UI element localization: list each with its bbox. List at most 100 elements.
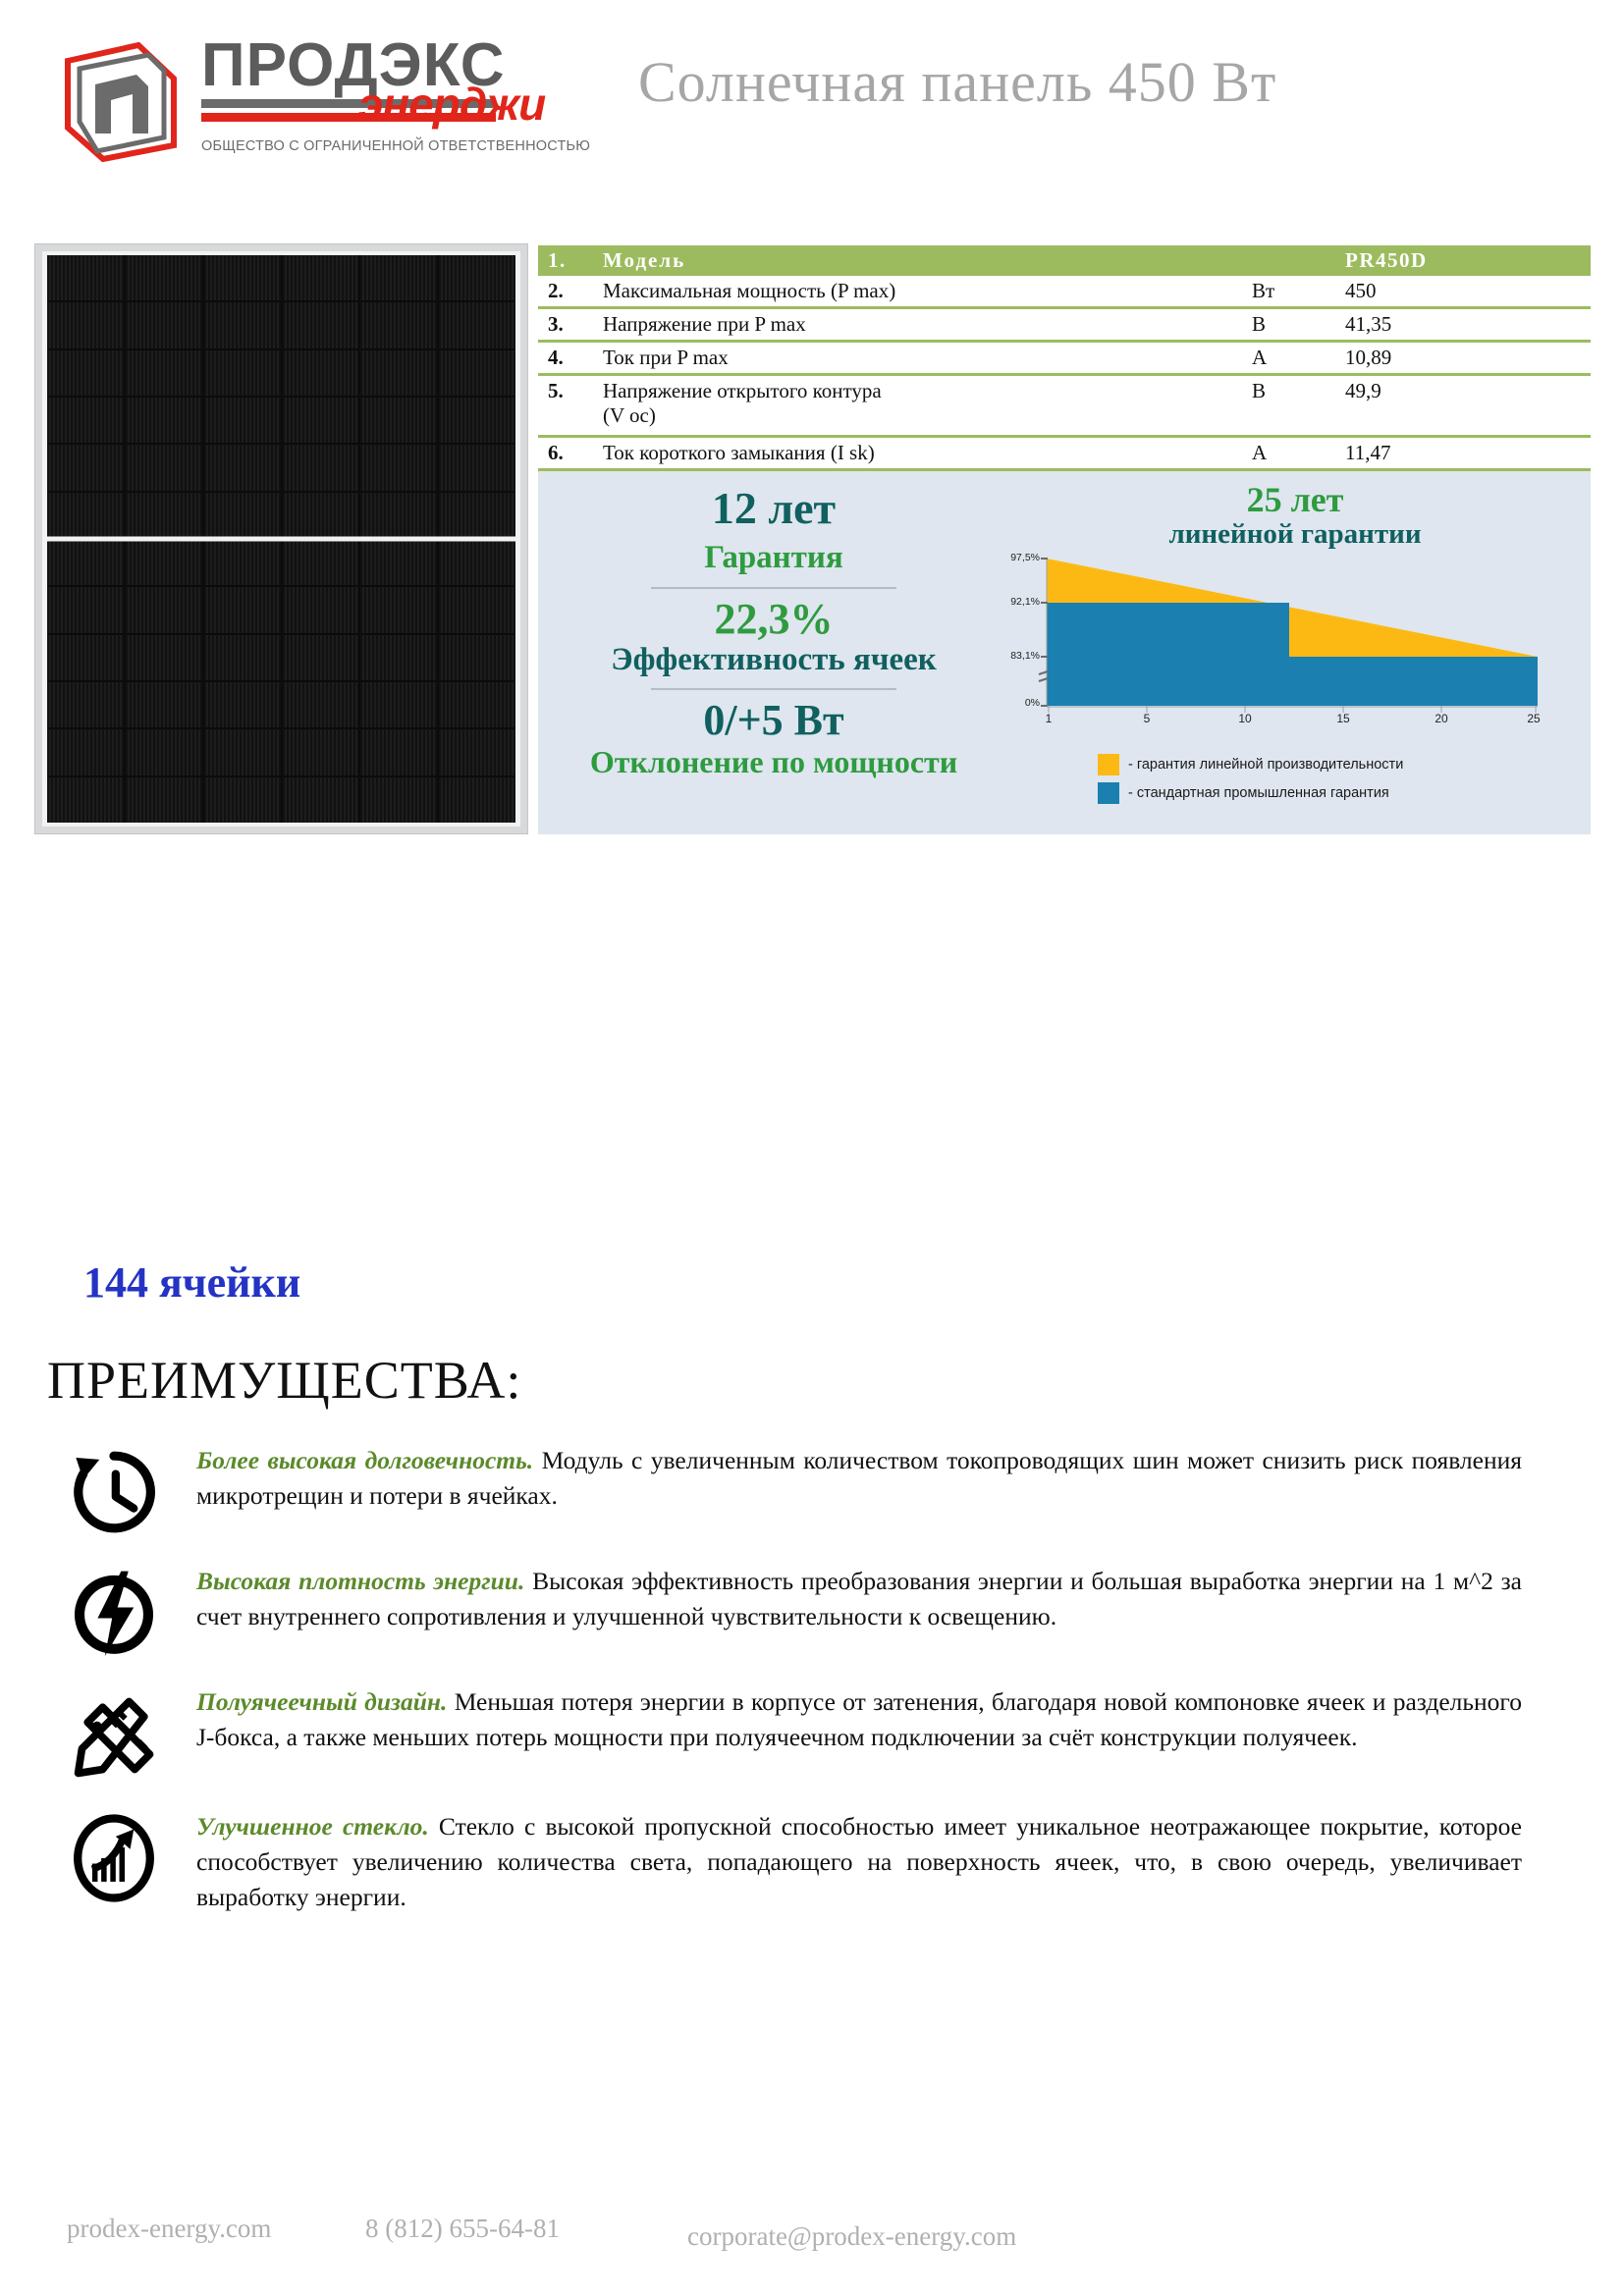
solar-cell <box>282 445 359 491</box>
logo-accent-text: энерджи <box>358 78 546 130</box>
advantage-text: Высокая плотность энергии. Высокая эффек… <box>196 1564 1571 1634</box>
solar-cell <box>203 349 281 396</box>
x-axis-line <box>1047 706 1538 713</box>
solar-cell <box>125 681 202 728</box>
row-unit: А <box>1252 346 1268 369</box>
solar-cell <box>125 349 202 396</box>
solar-cell <box>282 255 359 301</box>
list-item: Полуячеечный дизайн. Меньшая потеря энер… <box>69 1684 1571 1788</box>
x-tick-label: 10 <box>1238 712 1252 725</box>
footer-website[interactable]: prodex-energy.com <box>67 2214 272 2243</box>
solar-cell <box>439 681 515 728</box>
chart-title: 25 лет <box>1246 480 1344 519</box>
page-header: ПРОДЭКС энерджи ОБЩЕСТВО С ОГРАНИЧЕННОЙ … <box>0 0 1624 226</box>
advantage-body: Высокая эффективность преобразования эне… <box>196 1567 1522 1631</box>
solar-cell <box>125 634 202 680</box>
solar-cell <box>282 302 359 348</box>
solar-cell <box>439 302 515 348</box>
solar-cell <box>282 634 359 680</box>
solar-cell <box>47 776 124 823</box>
chart-plot-area: 97,5% 92,1% 83,1% 0% <box>1010 552 1538 709</box>
list-item: Улучшенное стекло. Стекло с высокой проп… <box>69 1809 1571 1916</box>
solar-cell <box>360 539 438 586</box>
solar-cell <box>439 349 515 396</box>
stats-divider <box>651 688 896 691</box>
table-row: 4. Ток при P max А 10,89 <box>538 343 1591 376</box>
solar-cell <box>47 681 124 728</box>
solar-cell <box>282 587 359 633</box>
row-unit: В <box>1252 379 1267 402</box>
solar-cell <box>282 729 359 775</box>
row-name: Ток при P max <box>603 346 729 369</box>
advantage-text: Более высокая долговечность. Модуль с ув… <box>196 1443 1571 1514</box>
x-tick-label: 15 <box>1336 712 1350 725</box>
cell-efficiency-label: Эффективность ячеек <box>611 641 937 677</box>
solar-cell-grid <box>47 255 515 823</box>
advantage-lead: Полуячеечный дизайн. <box>196 1687 448 1716</box>
row-number: 4. <box>548 346 564 369</box>
solar-cell <box>47 397 124 444</box>
clock-rewind-icon <box>69 1443 196 1542</box>
solar-cell <box>360 587 438 633</box>
chart-svg <box>1047 559 1538 706</box>
row-value: 41,35 <box>1345 312 1392 336</box>
stats-divider <box>651 586 896 589</box>
solar-cell <box>360 349 438 396</box>
row-name: Ток короткого замыкания (I sk) <box>603 441 875 464</box>
row-value: PR450D <box>1345 248 1428 272</box>
row-number: 2. <box>548 279 564 302</box>
power-tolerance-value: 0/+5 Вт <box>703 696 844 745</box>
solar-cell <box>203 445 281 491</box>
solar-cell <box>203 776 281 823</box>
company-logo: ПРОДЭКС энерджи ОБЩЕСТВО С ОГРАНИЧЕННОЙ … <box>39 29 609 206</box>
legend-swatch-linear-warranty <box>1098 754 1119 775</box>
row-unit: Вт <box>1252 279 1275 302</box>
solar-cell <box>360 634 438 680</box>
chart-legend: - гарантия линейной производительности -… <box>1098 754 1589 811</box>
solar-cell <box>360 397 438 444</box>
row-name-line2: (V oc) <box>603 403 656 427</box>
y-tick-label: 97,5% <box>1010 552 1040 563</box>
page-footer: prodex-energy.com 8 (812) 655-64-81 corp… <box>0 2214 1624 2272</box>
solar-cell <box>203 681 281 728</box>
x-tick-label: 20 <box>1435 712 1448 725</box>
key-stats: 12 лет Гарантия 22,3% Эффективность ячее… <box>538 471 1009 834</box>
solar-cell <box>203 255 281 301</box>
solar-cell <box>360 302 438 348</box>
solar-cell <box>125 776 202 823</box>
half-cell-divider <box>47 536 515 542</box>
table-row: 5. Напряжение открытого контура (V oc) В… <box>538 376 1591 438</box>
footer-phone[interactable]: 8 (812) 655-64-81 <box>365 2214 560 2243</box>
solar-cell <box>47 492 124 538</box>
row-name: Напряжение открытого контура (V oc) <box>597 376 1252 435</box>
solar-cell <box>439 445 515 491</box>
advantages-heading: ПРЕИМУЩЕСТВА: <box>47 1351 522 1410</box>
advantage-body: Стекло с высокой пропускной способностью… <box>196 1812 1522 1912</box>
page-title: Солнечная панель 450 Вт <box>638 50 1277 114</box>
x-tick-label: 25 <box>1527 712 1541 725</box>
row-number: 3. <box>548 312 564 336</box>
legend-item: - стандартная промышленная гарантия <box>1098 782 1589 804</box>
series-standard-warranty-area <box>1047 603 1538 706</box>
solar-cell <box>282 349 359 396</box>
solar-cell <box>125 539 202 586</box>
advantage-lead: Высокая плотность энергии. <box>196 1567 525 1595</box>
lightning-bolt-circle-icon <box>69 1564 196 1663</box>
cell-count-label: 144 ячейки <box>83 1258 301 1307</box>
table-row: 3. Напряжение при P max В 41,35 <box>538 309 1591 343</box>
solar-cell <box>203 492 281 538</box>
solar-cell <box>282 776 359 823</box>
solar-cell <box>47 729 124 775</box>
solar-cell <box>282 397 359 444</box>
solar-cell <box>282 539 359 586</box>
row-value: 11,47 <box>1345 441 1391 464</box>
solar-cell <box>125 445 202 491</box>
solar-cell <box>360 445 438 491</box>
solar-cell <box>47 539 124 586</box>
solar-cell <box>47 587 124 633</box>
footer-email[interactable]: corporate@prodex-energy.com <box>687 2221 1017 2251</box>
solar-panel-image <box>34 243 528 834</box>
x-tick-label: 1 <box>1045 712 1053 725</box>
solar-cell <box>203 397 281 444</box>
solar-cell <box>360 681 438 728</box>
